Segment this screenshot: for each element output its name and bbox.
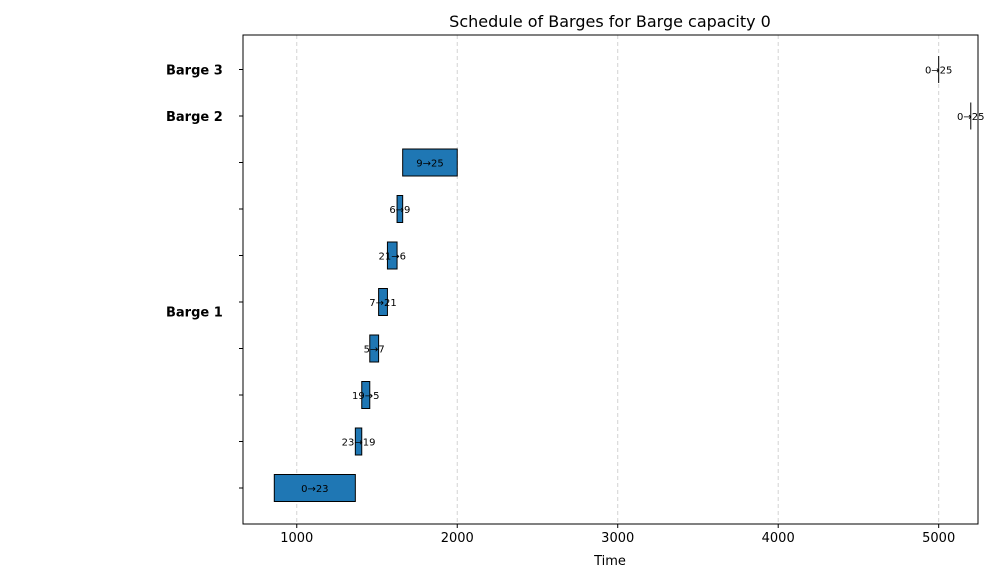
schedule-bar bbox=[396, 195, 404, 223]
y-axis-ticks bbox=[239, 69, 243, 489]
bar-label: 5→7 bbox=[364, 345, 385, 356]
bar-label: 9→25 bbox=[416, 159, 443, 170]
x-tick-label: 1000 bbox=[280, 531, 313, 546]
barge-group-label: Barge 3 bbox=[166, 64, 223, 79]
schedule-bar bbox=[369, 334, 380, 363]
bar-label: 0→25 bbox=[925, 66, 952, 77]
x-tick-label: 4000 bbox=[762, 531, 795, 546]
x-grid bbox=[296, 35, 940, 524]
schedule-bar bbox=[402, 148, 458, 177]
bar-label: 19→5 bbox=[352, 391, 379, 402]
bar-label: 0→25 bbox=[957, 112, 984, 123]
bar-label: 23→19 bbox=[342, 438, 376, 449]
plot-frame bbox=[242, 34, 979, 525]
schedule-bar bbox=[361, 381, 371, 409]
x-tick-label: 5000 bbox=[922, 531, 955, 546]
bars: 0→23 23→19 19→5 5→7 7→21 21→6 6→9 9→25 0→25 0→25 bbox=[273, 56, 985, 502]
barge-group-label: Barge 1 bbox=[166, 305, 223, 320]
bar-label: 7→21 bbox=[369, 298, 396, 309]
schedule-bar bbox=[354, 427, 363, 456]
schedule-bar bbox=[386, 241, 398, 270]
bar-label: 6→9 bbox=[389, 205, 410, 216]
bar-label: 0→23 bbox=[301, 484, 328, 495]
axes bbox=[242, 34, 979, 525]
schedule-bar bbox=[273, 474, 356, 502]
barge-group-labels: Barge 1 Barge 2 Barge 3 bbox=[166, 64, 223, 321]
bar-label: 21→6 bbox=[379, 252, 406, 263]
x-tick-label: 3000 bbox=[601, 531, 634, 546]
x-axis-label: Time bbox=[593, 554, 626, 569]
barge-group-label: Barge 2 bbox=[166, 110, 223, 125]
x-tick-label: 2000 bbox=[441, 531, 474, 546]
chart-title: Schedule of Barges for Barge capacity 0 bbox=[449, 12, 771, 31]
x-axis-ticks: 1000 2000 3000 4000 5000 bbox=[280, 524, 955, 546]
schedule-bar bbox=[378, 288, 388, 316]
